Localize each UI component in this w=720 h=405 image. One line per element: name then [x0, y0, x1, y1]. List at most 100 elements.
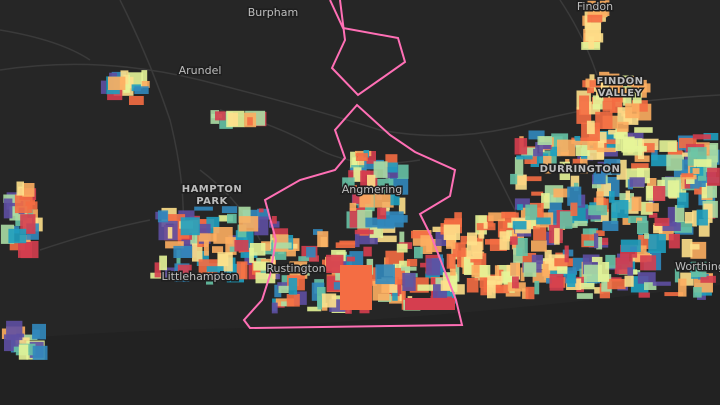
area-patch	[374, 190, 394, 208]
area-patch	[141, 81, 150, 88]
area-patch	[440, 280, 455, 291]
area-patch	[583, 264, 602, 283]
place-label: PARK	[196, 196, 228, 207]
area-patch	[499, 231, 510, 250]
area-patch	[690, 244, 700, 250]
area-patch	[616, 159, 627, 180]
area-patch	[653, 186, 666, 201]
area-patch	[275, 273, 281, 280]
area-patch	[340, 265, 372, 310]
area-patch	[396, 243, 408, 253]
area-patch	[134, 86, 149, 94]
area-patch	[600, 139, 620, 145]
area-patch	[281, 301, 289, 307]
area-patch	[510, 173, 518, 185]
area-patch	[592, 181, 602, 189]
area-patch	[611, 200, 629, 218]
area-patch	[479, 229, 485, 239]
area-patch	[627, 76, 641, 87]
area-patch	[631, 100, 648, 112]
area-patch	[692, 168, 700, 174]
area-patch	[701, 180, 708, 199]
area-patch	[14, 194, 33, 214]
area-patch	[615, 132, 622, 152]
area-patch	[634, 127, 653, 133]
area-patch	[510, 262, 520, 276]
area-patch	[541, 193, 550, 209]
area-patch	[574, 140, 593, 146]
area-patch	[674, 268, 680, 283]
area-patch	[289, 261, 308, 279]
area-patch	[210, 110, 220, 124]
place-label: Angmering	[342, 183, 403, 196]
area-patch	[587, 0, 607, 18]
area-patch	[517, 204, 523, 211]
area-patch	[466, 241, 483, 260]
area-patch	[236, 261, 248, 280]
area-patch	[602, 220, 619, 231]
area-patch	[594, 233, 599, 249]
area-patch	[382, 226, 396, 233]
area-patch	[681, 239, 693, 258]
area-patch	[644, 233, 650, 239]
area-patch	[693, 159, 712, 167]
area-patch	[564, 245, 569, 263]
area-patch	[709, 143, 719, 163]
area-patch	[588, 36, 595, 49]
boundary-line	[329, 0, 407, 97]
area-patch	[167, 214, 186, 222]
area-patch	[639, 143, 655, 153]
area-patch	[515, 174, 527, 190]
area-patch	[525, 204, 538, 221]
area-patch	[591, 256, 603, 263]
area-patch	[520, 267, 525, 282]
area-patch	[286, 249, 296, 257]
area-patch	[605, 0, 610, 17]
area-patch	[645, 203, 659, 212]
area-patch	[286, 294, 300, 307]
area-patch	[579, 282, 595, 290]
area-patch	[624, 275, 634, 287]
area-patch	[534, 281, 540, 295]
area-patch	[190, 231, 199, 245]
area-patch	[631, 163, 649, 171]
area-patch	[392, 290, 398, 301]
area-patch	[446, 253, 456, 269]
area-patch	[544, 249, 552, 264]
area-patch	[375, 264, 395, 285]
area-patch	[531, 240, 547, 252]
area-patch	[506, 230, 516, 239]
area-patch	[107, 89, 123, 101]
area-patch	[271, 216, 277, 224]
place-label: Burpham	[248, 6, 298, 19]
area-patch	[533, 148, 543, 157]
area-patch	[414, 246, 423, 259]
area-patch	[292, 243, 298, 249]
area-patch	[536, 217, 551, 225]
area-patch	[452, 242, 466, 257]
area-patch	[269, 221, 280, 228]
area-patch	[543, 156, 552, 174]
area-patch	[212, 246, 224, 253]
area-patch	[249, 247, 254, 263]
area-patch	[625, 103, 640, 119]
area-patch	[696, 209, 708, 226]
area-patch	[512, 221, 527, 230]
area-patch	[516, 155, 533, 160]
area-patch	[637, 220, 649, 234]
area-patch	[585, 22, 601, 42]
area-patch	[648, 198, 655, 204]
area-patch	[278, 285, 289, 293]
area-patch	[583, 240, 598, 246]
area-patch	[521, 147, 538, 157]
area-patch	[377, 207, 387, 220]
area-patch	[514, 198, 530, 210]
area-patch	[654, 217, 670, 226]
area-patch	[501, 271, 519, 283]
area-patch	[627, 267, 634, 276]
area-patch	[657, 179, 665, 187]
area-patch	[450, 275, 458, 292]
area-patch	[165, 241, 184, 249]
area-patch	[596, 191, 604, 211]
area-patch	[578, 194, 586, 208]
